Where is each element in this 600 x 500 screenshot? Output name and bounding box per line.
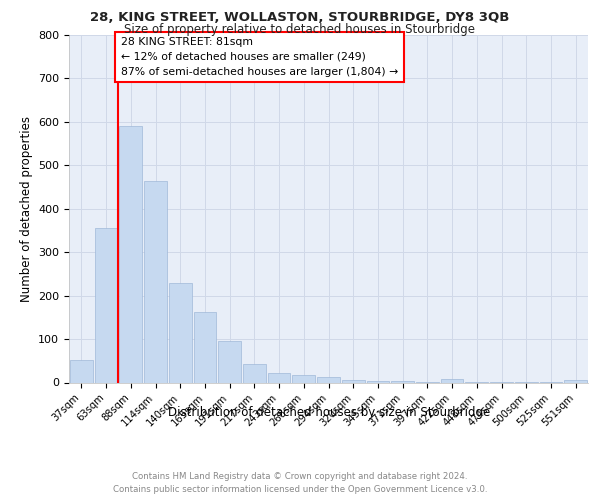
Text: Contains HM Land Registry data © Crown copyright and database right 2024.
Contai: Contains HM Land Registry data © Crown c… (113, 472, 487, 494)
Bar (194, 312, 216, 382)
Bar (564, 380, 587, 382)
Bar (391, 381, 414, 382)
Y-axis label: Number of detached properties: Number of detached properties (20, 116, 32, 302)
Bar (243, 364, 266, 382)
Text: 28 KING STREET: 81sqm
← 12% of detached houses are smaller (249)
87% of semi-det: 28 KING STREET: 81sqm ← 12% of detached … (121, 37, 398, 77)
Bar (317, 377, 340, 382)
Bar (268, 373, 290, 382)
Bar (144, 180, 167, 382)
Bar (119, 126, 142, 382)
Bar (367, 381, 389, 382)
Text: Size of property relative to detached houses in Stourbridge: Size of property relative to detached ho… (125, 22, 476, 36)
Bar (441, 380, 463, 382)
Bar (292, 374, 315, 382)
Bar (218, 341, 241, 382)
Bar (70, 360, 93, 382)
Bar (169, 282, 191, 382)
Text: 28, KING STREET, WOLLASTON, STOURBRIDGE, DY8 3QB: 28, KING STREET, WOLLASTON, STOURBRIDGE,… (91, 11, 509, 24)
Text: Distribution of detached houses by size in Stourbridge: Distribution of detached houses by size … (167, 406, 490, 419)
Bar (342, 380, 365, 382)
Bar (95, 228, 118, 382)
